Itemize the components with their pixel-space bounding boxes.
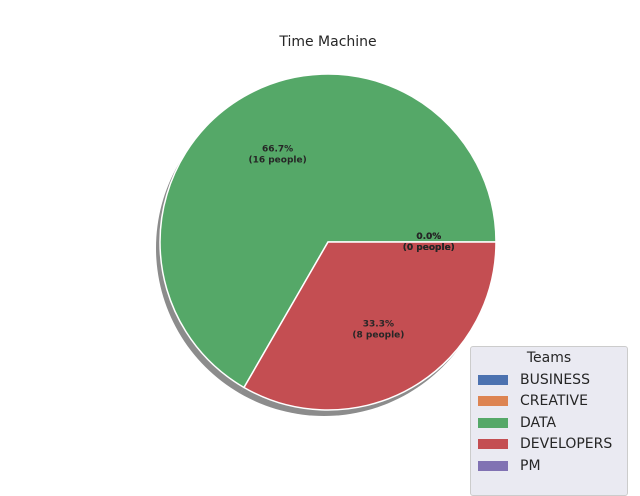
slice-percent-developers: 33.3% xyxy=(363,319,394,329)
legend-title: Teams xyxy=(526,350,572,366)
legend-item-data: DATA xyxy=(471,412,627,434)
slice-label-business: 0.0% (0 people) xyxy=(403,232,455,253)
legend-swatch-pm xyxy=(478,460,508,471)
legend-label-data: DATA xyxy=(520,414,557,431)
slice-count-pm: (0 people) xyxy=(403,243,455,253)
slice-percent-creative: 0.0% xyxy=(416,232,441,242)
slice-count-data: (16 people) xyxy=(248,156,306,166)
legend-label-business: BUSINESS xyxy=(520,371,590,388)
pie-slices xyxy=(159,73,497,411)
slice-percent-pm: 0.0% xyxy=(416,232,441,242)
chart-title: Time Machine xyxy=(279,34,377,50)
slice-count-creative: (0 people) xyxy=(403,243,455,253)
slice-count-business: (0 people) xyxy=(403,243,455,253)
legend-item-creative: CREATIVE xyxy=(471,391,627,413)
chart: Time Machine 0.0% (0 people) 0.0% (0 people… xyxy=(156,34,628,496)
legend-label-pm: PM xyxy=(520,457,541,474)
legend-item-developers: DEVELOPERS xyxy=(471,434,627,456)
legend-swatch-business xyxy=(478,374,508,385)
legend-swatch-developers xyxy=(478,439,508,450)
slice-label-developers: 33.3% (8 people) xyxy=(352,319,404,340)
legend-label-developers: DEVELOPERS xyxy=(520,436,613,453)
legend-swatch-data xyxy=(478,417,508,428)
slice-count-developers: (8 people) xyxy=(352,330,404,340)
legend-items: BUSINESS CREATIVE DATA DEVELOPERS PM xyxy=(471,369,627,477)
pie-chart: 0.0% (0 people)0.0% (0 people) 66.7% (16 peo… xyxy=(156,73,497,416)
slice-data xyxy=(159,73,497,389)
legend-swatch-creative xyxy=(478,396,508,407)
legend: Teams BUSINESS CREATIVE DATA DEVELOPERS PM xyxy=(470,346,628,496)
legend-item-business: BUSINESS xyxy=(471,369,627,391)
slice-percent-business: 0.0% xyxy=(416,232,441,242)
slice-label-creative: 0.0% (0 people) xyxy=(403,232,455,253)
slice-label-data: 66.7% (16 people) xyxy=(248,145,306,166)
slice-developers xyxy=(242,241,497,411)
slice-label-pm: 0.0% (0 people) xyxy=(403,232,455,253)
pie-labels: 0.0% (0 people)0.0% (0 people) 66.7% (16 peo… xyxy=(248,145,454,341)
legend-label-creative: CREATIVE xyxy=(520,393,588,410)
legend-item-pm: PM xyxy=(471,455,627,477)
slice-percent-data: 66.7% xyxy=(262,145,293,155)
